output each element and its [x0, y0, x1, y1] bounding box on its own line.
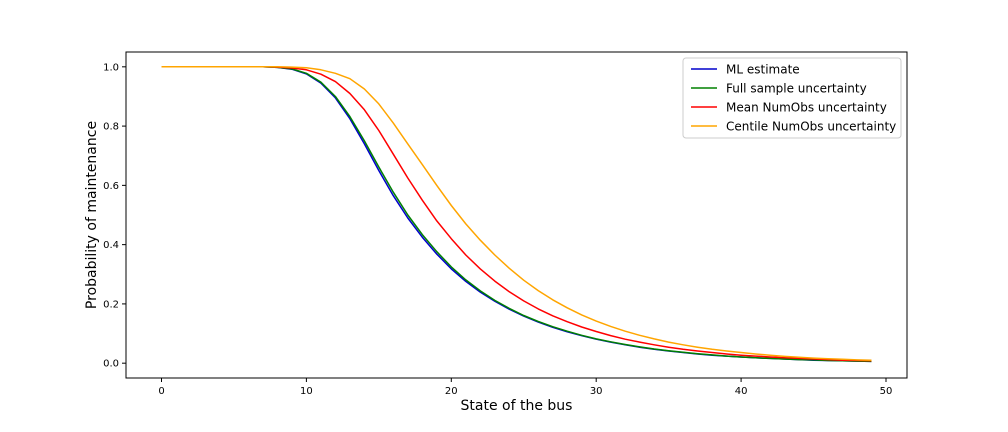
y-tick-label: 0.4: [103, 240, 119, 251]
legend-label: ML estimate: [726, 63, 800, 77]
series-line: [161, 66, 872, 361]
x-tick-label: 30: [590, 386, 603, 397]
x-axis-ticks: 0 10 20 30 40 50: [158, 378, 892, 397]
plot-frame: [125, 51, 908, 379]
y-axis-title: Probability of maintenance: [84, 121, 100, 309]
x-tick-label: 10: [300, 386, 313, 397]
plot-lines: [161, 66, 872, 363]
x-tick-label: 50: [880, 386, 893, 397]
x-tick-label: 20: [445, 386, 458, 397]
x-tick-label: 40: [735, 386, 748, 397]
y-tick-label: 0.2: [103, 299, 119, 310]
y-tick-label: 0.8: [103, 122, 119, 133]
y-tick-label: 0.0: [103, 359, 119, 370]
y-tick-label: 1.0: [103, 62, 119, 73]
y-axis-ticks: 0.0 0.2 0.4 0.6 0.8 1.0: [103, 62, 126, 370]
legend-label: Full sample uncertainty: [726, 82, 867, 96]
x-tick-label: 0: [158, 386, 164, 397]
x-axis-title: State of the bus: [461, 398, 573, 414]
legend-label: Centile NumObs uncertainty: [726, 120, 896, 134]
legend-box: [682, 57, 902, 139]
legend: ML estimate Full sample uncertainty Mean N…: [682, 57, 902, 139]
y-tick-label: 0.6: [103, 181, 119, 192]
legend-label: Mean NumObs uncertainty: [726, 101, 887, 115]
